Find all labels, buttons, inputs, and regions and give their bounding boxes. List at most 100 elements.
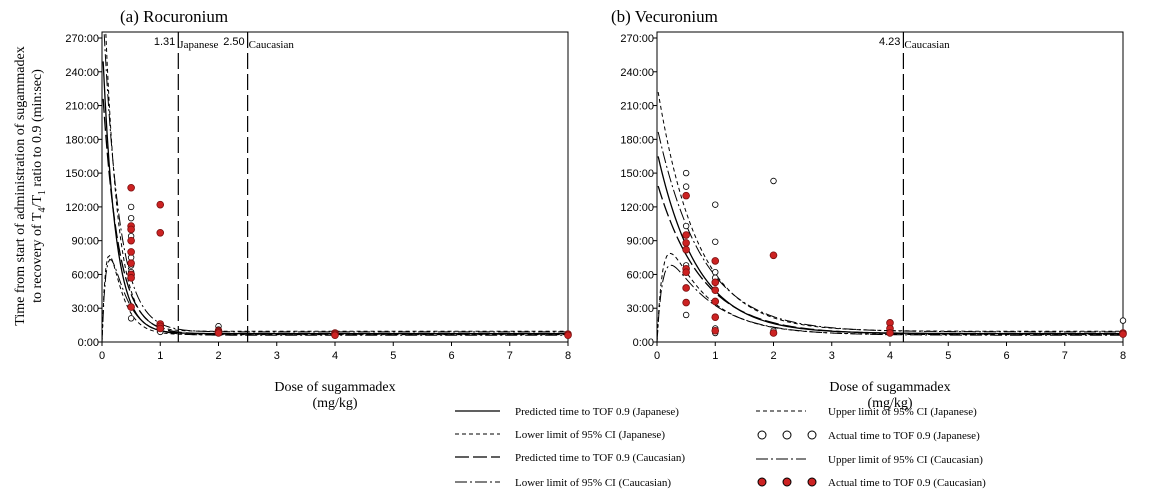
panel-a-points	[127, 183, 572, 340]
data-point-caucasian	[711, 313, 720, 322]
legend-marker-filled-circle	[782, 477, 792, 487]
predicted-curve-japanese	[657, 156, 1123, 335]
x-tick-label: 6	[1003, 350, 1009, 362]
data-point-caucasian	[682, 298, 690, 307]
reference-value: 4.23	[879, 36, 900, 48]
legend-item-upper-japanese: Upper limit of 95% CI (Japanese)	[756, 406, 977, 418]
data-point-caucasian	[127, 248, 135, 256]
panel-a-xunit: (mg/kg)	[312, 396, 357, 411]
panel-b-reference-lines: 4.23 Caucasian	[879, 32, 950, 342]
x-tick-label: 2	[215, 350, 221, 362]
data-point-japanese	[1119, 317, 1127, 324]
legend-label: Lower limit of 95% CI (Japanese)	[515, 429, 665, 441]
reference-label: Caucasian	[249, 39, 295, 51]
data-point-caucasian	[682, 239, 690, 247]
reference-label: Caucasian	[904, 39, 950, 51]
legend-item-predicted-caucasian: Predicted time to TOF 0.9 (Caucasian)	[455, 452, 685, 464]
predicted-curve-caucasian	[102, 98, 568, 335]
x-tick-label: 7	[1062, 350, 1068, 362]
legend-item-upper-caucasian: Upper limit of 95% CI (Caucasian)	[756, 454, 983, 466]
x-tick-label: 0	[654, 350, 660, 362]
x-tick-label: 4	[332, 350, 338, 362]
y-tick-label: 270:00	[65, 33, 99, 45]
plot-frame	[101, 31, 569, 343]
panel-a-title: (a) Rocuronium	[120, 7, 228, 26]
data-point-caucasian	[564, 331, 572, 340]
data-point-japanese	[682, 169, 690, 177]
reference-label: Japanese	[179, 39, 218, 51]
data-point-japanese	[712, 201, 719, 208]
data-point-caucasian	[682, 245, 690, 254]
data-point-japanese	[712, 268, 719, 276]
panel-a-axes: 0:0030:0060:0090:00120:00150:00180:00210…	[65, 31, 571, 362]
data-point-caucasian	[156, 200, 165, 209]
y-tick-label: 30:00	[71, 303, 99, 315]
data-point-caucasian	[127, 274, 135, 282]
y-tick-label: 60:00	[626, 269, 654, 281]
x-tick-label: 0	[99, 350, 105, 362]
data-point-caucasian	[127, 259, 135, 267]
x-tick-label: 7	[507, 350, 513, 362]
y-tick-label: 120:00	[65, 202, 99, 214]
y-axis-label-line1: Time from start of administration of sug…	[13, 46, 28, 325]
y-tick-label: 240:00	[620, 67, 654, 79]
legend: Predicted time to TOF 0.9 (Japanese) Upp…	[455, 406, 986, 489]
ci-upper-curve-caucasian	[103, 32, 568, 333]
legend-item-lower-caucasian: Lower limit of 95% CI (Caucasian)	[455, 477, 671, 489]
y-axis-label-line2: to recovery of T4/T1 ratio to 0.9 (min:s…	[30, 69, 48, 303]
legend-label: Predicted time to TOF 0.9 (Japanese)	[515, 406, 679, 418]
legend-label: Lower limit of 95% CI (Caucasian)	[515, 477, 671, 489]
y-tick-label: 150:00	[620, 168, 654, 180]
legend-item-actual-caucasian: Actual time to TOF 0.9 (Caucasian)	[757, 477, 986, 489]
panel-b-points	[682, 169, 1127, 338]
x-tick-label: 1	[157, 350, 163, 362]
data-point-caucasian	[682, 231, 690, 239]
data-point-caucasian	[156, 228, 165, 237]
data-point-caucasian	[127, 183, 135, 192]
data-point-japanese	[712, 238, 719, 245]
y-tick-label: 0:00	[78, 337, 99, 349]
ci-lower-curve-japanese	[102, 254, 568, 342]
x-tick-label: 2	[770, 350, 776, 362]
data-point-caucasian	[711, 326, 720, 335]
data-point-caucasian	[127, 303, 135, 311]
panel-a-curves	[102, 32, 568, 342]
data-point-caucasian	[711, 286, 720, 295]
data-point-japanese	[682, 311, 690, 319]
y-tick-label: 90:00	[626, 236, 654, 248]
data-point-japanese	[682, 183, 690, 190]
predicted-curve-japanese	[102, 61, 568, 335]
x-tick-label: 3	[274, 350, 280, 362]
panel-a-xlabel: Dose of sugammadex	[274, 380, 395, 395]
legend-item-lower-japanese: Lower limit of 95% CI (Japanese)	[455, 429, 665, 441]
y-tick-label: 60:00	[71, 269, 99, 281]
legend-marker-filled-circle	[807, 477, 817, 487]
y-tick-label: 210:00	[620, 101, 654, 113]
panel-rocuronium: (a) Rocuronium 0:00 30:00 60:00 90:00 120:00…	[65, 7, 572, 411]
ci-upper-curve-japanese	[657, 92, 1123, 332]
legend-label: Upper limit of 95% CI (Caucasian)	[828, 454, 983, 466]
predicted-curve-caucasian	[657, 185, 1123, 335]
data-point-caucasian	[711, 257, 720, 265]
y-tick-label: 120:00	[620, 202, 654, 214]
y-tick-label: 0:00	[633, 337, 654, 349]
data-point-caucasian	[682, 191, 690, 200]
y-tick-label: 270:00	[620, 33, 654, 45]
x-tick-label: 1	[712, 350, 718, 362]
panel-b-curves	[657, 92, 1123, 342]
data-point-caucasian	[1119, 330, 1127, 338]
data-point-japanese	[770, 177, 777, 185]
panel-a-reference-lines: 1.31 Japanese 2.50 Caucasian	[154, 32, 294, 342]
x-tick-label: 6	[448, 350, 454, 362]
legend-label: Predicted time to TOF 0.9 (Caucasian)	[515, 452, 685, 464]
y-tick-label: 90:00	[71, 236, 99, 248]
legend-label: Upper limit of 95% CI (Japanese)	[828, 406, 977, 418]
legend-label: Actual time to TOF 0.9 (Caucasian)	[828, 477, 986, 489]
data-point-caucasian	[769, 251, 778, 260]
legend-marker-filled-circle	[757, 477, 767, 487]
data-point-caucasian	[682, 268, 690, 276]
ci-lower-curve-caucasian	[657, 264, 1123, 342]
data-point-caucasian	[127, 236, 135, 245]
data-point-caucasian	[682, 284, 690, 292]
panel-b-xlabel: Dose of sugammadex	[829, 380, 950, 395]
